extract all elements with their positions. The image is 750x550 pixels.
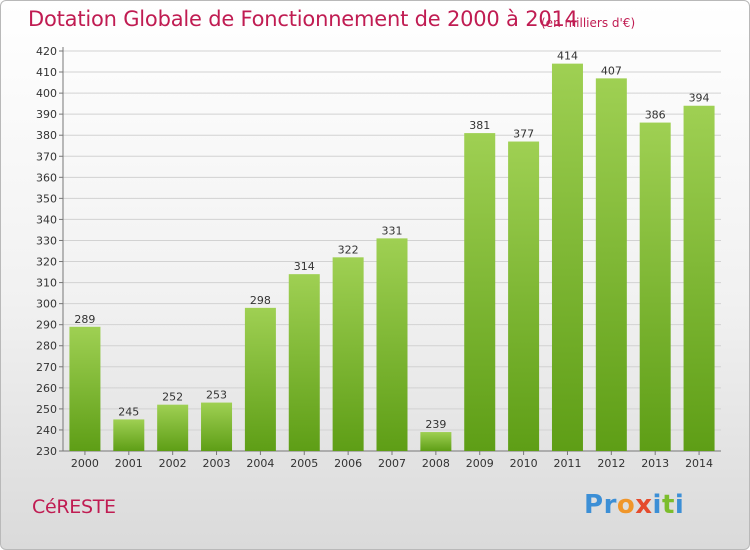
logo-letter: r [603, 490, 617, 520]
x-tick-label: 2009 [466, 457, 494, 470]
data-label: 252 [162, 391, 183, 404]
y-tick-label: 260 [36, 382, 57, 395]
data-label: 331 [382, 224, 403, 237]
bar [376, 238, 408, 451]
x-tick-label: 2001 [115, 457, 143, 470]
y-tick-label: 410 [36, 66, 57, 79]
chart-title: Dotation Globale de Fonctionnement de 20… [28, 7, 578, 31]
data-label: 298 [250, 294, 271, 307]
x-tick-label: 2004 [246, 457, 274, 470]
chart-subtitle: (en milliers d'€) [541, 16, 636, 30]
data-label: 253 [206, 389, 227, 402]
data-label: 239 [425, 418, 446, 431]
bar [551, 63, 583, 451]
y-tick-label: 290 [36, 319, 57, 332]
x-tick-label: 2002 [159, 457, 187, 470]
y-tick-label: 340 [36, 213, 57, 226]
data-label: 245 [118, 405, 139, 418]
bar [464, 133, 496, 451]
bar [69, 326, 101, 451]
y-tick-label: 270 [36, 361, 57, 374]
data-label: 377 [513, 128, 534, 141]
bar [508, 141, 540, 452]
x-tick-label: 2013 [641, 457, 669, 470]
data-label: 407 [601, 64, 622, 77]
logo-letter: i [674, 490, 685, 520]
x-tick-label: 2012 [597, 457, 625, 470]
x-tick-label: 2011 [553, 457, 581, 470]
bar [595, 78, 627, 452]
logo-letter: i [652, 490, 662, 520]
x-tick-label: 2008 [422, 457, 450, 470]
y-tick-label: 250 [36, 403, 57, 416]
bar [332, 257, 364, 451]
x-tick-label: 2000 [71, 457, 99, 470]
bar [683, 105, 715, 451]
x-tick-label: 2003 [203, 457, 231, 470]
bar [244, 307, 276, 451]
bar [201, 402, 233, 451]
y-tick-label: 320 [36, 256, 57, 269]
data-label: 314 [294, 260, 315, 273]
y-tick-label: 230 [36, 445, 57, 458]
x-tick-label: 2006 [334, 457, 362, 470]
data-label: 381 [469, 119, 490, 132]
y-tick-label: 280 [36, 340, 57, 353]
data-label: 414 [557, 50, 578, 63]
x-tick-label: 2014 [685, 457, 713, 470]
commune-name: CéRESTE [32, 496, 116, 518]
y-tick-label: 240 [36, 424, 57, 437]
bar [288, 274, 320, 451]
x-tick-label: 2005 [290, 457, 318, 470]
data-label: 322 [338, 243, 359, 256]
bar [157, 404, 189, 451]
y-tick-label: 400 [36, 87, 57, 100]
logo-letter: x [635, 490, 653, 520]
data-label: 394 [689, 92, 710, 105]
proxiti-logo: Proxiti [584, 490, 684, 520]
y-tick-label: 370 [36, 150, 57, 163]
y-tick-label: 310 [36, 277, 57, 290]
bar [113, 419, 145, 451]
data-label: 386 [645, 109, 666, 122]
y-tick-label: 330 [36, 234, 57, 247]
y-tick-label: 390 [36, 108, 57, 121]
logo-letter: P [584, 490, 604, 520]
y-tick-label: 420 [36, 45, 57, 58]
x-tick-label: 2010 [510, 457, 538, 470]
logo-letter: t [661, 490, 675, 520]
x-tick-label: 2007 [378, 457, 406, 470]
bar [420, 432, 452, 451]
logo-letter: o [616, 490, 636, 520]
y-tick-label: 360 [36, 171, 57, 184]
bar [639, 122, 671, 451]
y-tick-label: 380 [36, 129, 57, 142]
y-tick-label: 350 [36, 192, 57, 205]
y-tick-label: 300 [36, 298, 57, 311]
data-label: 289 [74, 313, 95, 326]
